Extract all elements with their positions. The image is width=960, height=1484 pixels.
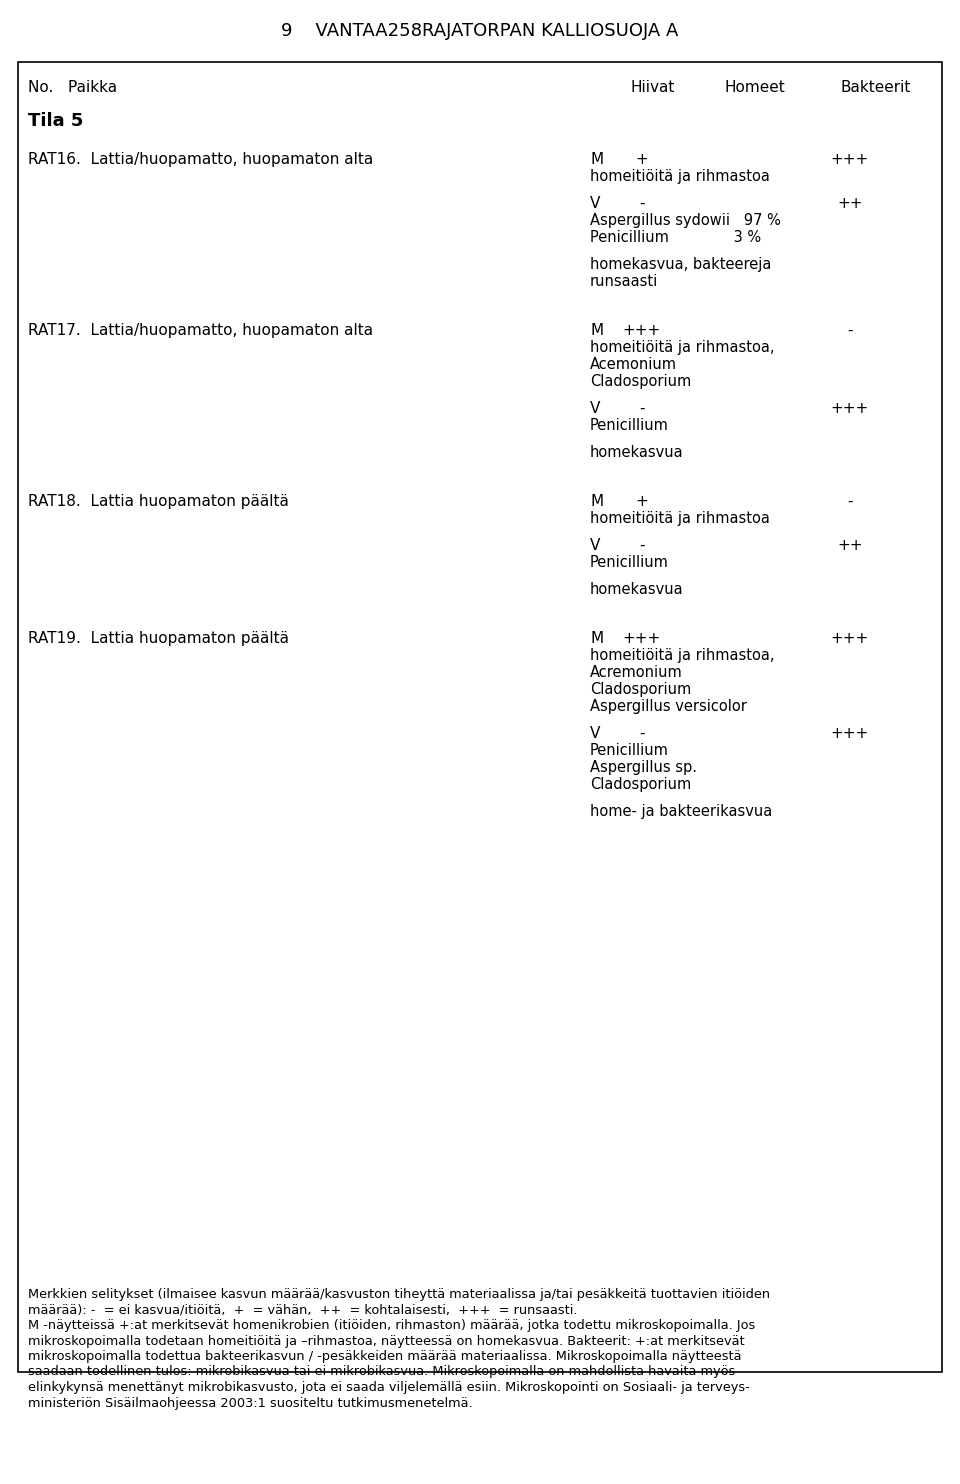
Text: V: V (590, 196, 600, 211)
Text: V: V (590, 401, 600, 416)
Text: +: + (636, 494, 648, 509)
Text: määrää): -  = ei kasvua/itiöitä,  +  = vähän,  ++  = kohtalaisesti,  +++  = runs: määrää): - = ei kasvua/itiöitä, + = vähä… (28, 1303, 578, 1316)
Text: home- ja bakteerikasvua: home- ja bakteerikasvua (590, 804, 772, 819)
Text: No.   Paikka: No. Paikka (28, 80, 117, 95)
Text: homeitiöitä ja rihmastoa,: homeitiöitä ja rihmastoa, (590, 649, 775, 663)
Text: -: - (639, 401, 645, 416)
Text: V: V (590, 726, 600, 741)
Text: -: - (639, 196, 645, 211)
Text: RAT19.  Lattia huopamaton päältä: RAT19. Lattia huopamaton päältä (28, 631, 289, 646)
Text: Penicillium: Penicillium (590, 418, 669, 433)
Text: M -näytteissä +:at merkitsevät homenikrobien (itiöiden, rihmaston) määrää, jotka: M -näytteissä +:at merkitsevät homenikro… (28, 1319, 756, 1333)
Text: -: - (639, 726, 645, 741)
Text: +++: +++ (623, 324, 661, 338)
Text: RAT18.  Lattia huopamaton päältä: RAT18. Lattia huopamaton päältä (28, 494, 289, 509)
Text: Bakteerit: Bakteerit (840, 80, 910, 95)
Text: homeitiöitä ja rihmastoa,: homeitiöitä ja rihmastoa, (590, 340, 775, 355)
Text: ministeriön Sisäilmaohjeessa 2003:1 suositeltu tutkimusmenetelmä.: ministeriön Sisäilmaohjeessa 2003:1 suos… (28, 1396, 472, 1410)
Text: Cladosporium: Cladosporium (590, 683, 691, 697)
Text: M: M (590, 324, 603, 338)
Text: Tila 5: Tila 5 (28, 111, 84, 131)
Text: ++: ++ (837, 196, 863, 211)
Text: ++: ++ (837, 539, 863, 554)
Text: runsaasti: runsaasti (590, 275, 659, 289)
Text: Aspergillus sydowii   97 %: Aspergillus sydowii 97 % (590, 214, 780, 229)
Text: mikroskopoimalla todettua bakteerikasvun / -pesäkkeiden määrää materiaalissa. Mi: mikroskopoimalla todettua bakteerikasvun… (28, 1350, 741, 1362)
Text: M: M (590, 151, 603, 168)
Text: -: - (848, 324, 852, 338)
Text: V: V (590, 539, 600, 554)
Text: M: M (590, 631, 603, 646)
Text: Cladosporium: Cladosporium (590, 374, 691, 389)
Text: Aspergillus versicolor: Aspergillus versicolor (590, 699, 747, 714)
Text: Cladosporium: Cladosporium (590, 778, 691, 792)
Text: Acremonium: Acremonium (590, 665, 683, 680)
Text: homeitiöitä ja rihmastoa: homeitiöitä ja rihmastoa (590, 510, 770, 525)
Text: M: M (590, 494, 603, 509)
Text: mikroskopoimalla todetaan homeitiöitä ja –rihmastoa, näytteessä on homekasvua. B: mikroskopoimalla todetaan homeitiöitä ja… (28, 1334, 745, 1347)
Bar (18, 62, 942, 1373)
Text: +++: +++ (830, 631, 869, 646)
Text: +: + (636, 151, 648, 168)
Text: homekasvua: homekasvua (590, 582, 684, 597)
Text: Homeet: Homeet (725, 80, 785, 95)
Text: Penicillium: Penicillium (590, 555, 669, 570)
Text: elinkykynsä menettänyt mikrobikasvusto, jota ei saada viljelemällä esiin. Mikros: elinkykynsä menettänyt mikrobikasvusto, … (28, 1382, 750, 1393)
Text: 9    VANTAA258RAJATORPAN KALLIOSUOJA A: 9 VANTAA258RAJATORPAN KALLIOSUOJA A (281, 22, 679, 40)
Text: homekasvua: homekasvua (590, 445, 684, 460)
Text: +++: +++ (830, 726, 869, 741)
Text: Penicillium              3 %: Penicillium 3 % (590, 230, 761, 245)
Text: Penicillium: Penicillium (590, 743, 669, 758)
Text: saadaan todellinen tulos: mikrobikasvua tai ei mikrobikasvua. Mikroskopoimalla o: saadaan todellinen tulos: mikrobikasvua … (28, 1365, 735, 1379)
Text: -: - (639, 539, 645, 554)
Text: homekasvua, bakteereja: homekasvua, bakteereja (590, 257, 772, 272)
Text: +++: +++ (623, 631, 661, 646)
Text: Merkkien selitykset (ilmaisee kasvun määrää/kasvuston tiheyttä materiaalissa ja/: Merkkien selitykset (ilmaisee kasvun mää… (28, 1288, 770, 1301)
Text: -: - (848, 494, 852, 509)
Text: RAT16.  Lattia/huopamatto, huopamaton alta: RAT16. Lattia/huopamatto, huopamaton alt… (28, 151, 373, 168)
Text: homeitiöitä ja rihmastoa: homeitiöitä ja rihmastoa (590, 169, 770, 184)
Text: Aspergillus sp.: Aspergillus sp. (590, 760, 697, 775)
Text: +++: +++ (830, 401, 869, 416)
Text: +++: +++ (830, 151, 869, 168)
Text: Hiivat: Hiivat (630, 80, 674, 95)
Text: RAT17.  Lattia/huopamatto, huopamaton alta: RAT17. Lattia/huopamatto, huopamaton alt… (28, 324, 373, 338)
Text: Acemonium: Acemonium (590, 358, 677, 372)
